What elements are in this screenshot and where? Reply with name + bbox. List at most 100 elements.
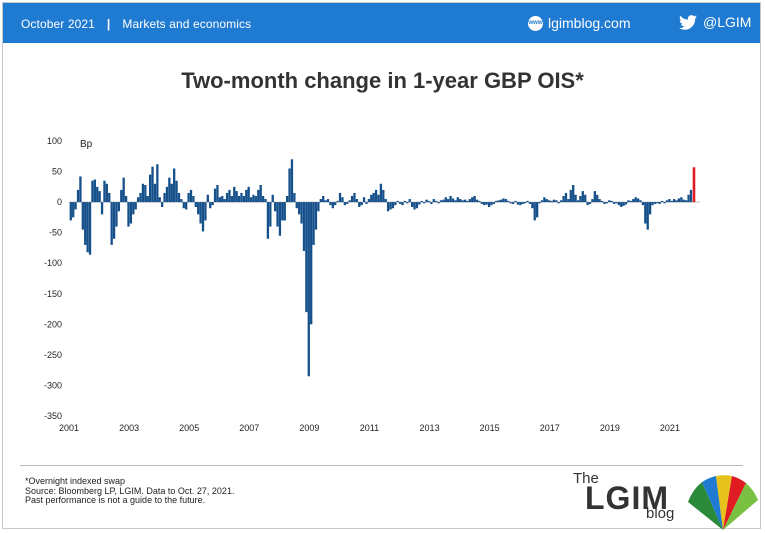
- bar: [442, 199, 445, 203]
- x-tick-label: 2015: [480, 423, 500, 433]
- bar: [261, 196, 265, 203]
- bar: [502, 198, 505, 203]
- bar: [466, 200, 469, 203]
- bar: [396, 200, 399, 203]
- y-tick-label: -300: [44, 380, 62, 390]
- bar: [194, 202, 197, 207]
- y-tick-label: 100: [47, 136, 62, 146]
- bar: [322, 196, 325, 203]
- bar: [456, 197, 459, 203]
- bar: [264, 199, 267, 203]
- bar: [528, 202, 532, 204]
- bar: [187, 192, 190, 203]
- globe-icon: www: [528, 15, 543, 31]
- bar: [641, 202, 645, 206]
- bar: [362, 197, 366, 203]
- bar: [242, 196, 246, 203]
- bar: [605, 202, 609, 204]
- bar: [252, 194, 255, 203]
- bar: [257, 189, 260, 203]
- bar: [480, 202, 484, 204]
- bar: [350, 196, 354, 203]
- bar: [394, 202, 397, 206]
- bar: [204, 202, 207, 221]
- bar: [221, 196, 224, 203]
- bar: [449, 196, 452, 203]
- bar: [177, 192, 181, 203]
- logo-the: The: [573, 470, 599, 487]
- bar: [72, 202, 75, 218]
- site-link[interactable]: www lgimblog.com: [528, 15, 630, 31]
- bar: [646, 202, 649, 230]
- lgim-blog-logo: The LGIM blog: [570, 470, 760, 530]
- bar: [127, 202, 130, 227]
- bar: [158, 197, 161, 203]
- bar: [165, 186, 169, 203]
- bar: [139, 192, 142, 203]
- bar: [213, 188, 217, 203]
- y-axis: 100 50 0 -50 -100 -150 -200 -250 -300 -350: [44, 136, 62, 421]
- bar: [658, 202, 661, 204]
- bar: [586, 202, 589, 206]
- logo-lgim: LGIM: [585, 480, 669, 516]
- bar: [533, 202, 536, 221]
- bar: [391, 202, 395, 209]
- bar: [435, 200, 438, 203]
- bar: [648, 202, 652, 215]
- bar: [259, 185, 262, 203]
- bar: [105, 183, 109, 203]
- bar: [603, 202, 606, 204]
- bar: [665, 200, 669, 203]
- bar: [377, 194, 380, 203]
- bar: [108, 192, 111, 203]
- footer-divider: [20, 465, 743, 466]
- bars: [69, 159, 696, 377]
- bar: [298, 202, 301, 215]
- bar: [567, 199, 570, 203]
- x-tick-label: 2021: [660, 423, 680, 433]
- bar: [206, 194, 209, 203]
- bar: [516, 202, 520, 205]
- site-label: lgimblog.com: [548, 15, 631, 31]
- bar: [110, 202, 113, 245]
- bar: [201, 202, 205, 232]
- bar: [129, 202, 133, 224]
- bar: [401, 202, 404, 206]
- twitter-link[interactable]: @LGIM: [679, 14, 751, 30]
- bar: [548, 200, 551, 203]
- y-tick-label: -100: [44, 258, 62, 268]
- bar: [223, 199, 226, 203]
- bar: [535, 202, 539, 218]
- header-date: October 2021: [21, 17, 95, 31]
- bar: [526, 200, 529, 203]
- bar: [192, 196, 195, 203]
- bar: [134, 202, 137, 210]
- bar: [600, 200, 604, 203]
- bar: [346, 202, 349, 204]
- bar: [495, 200, 498, 203]
- y-tick-label: -250: [44, 350, 62, 360]
- bar: [103, 180, 106, 203]
- bar: [197, 202, 200, 215]
- bar: [636, 198, 640, 203]
- bar: [141, 183, 145, 203]
- y-axis-label: Bp: [80, 139, 93, 150]
- bar: [240, 192, 243, 203]
- header-category[interactable]: Markets and economics: [122, 17, 252, 31]
- bar: [596, 194, 599, 203]
- logo-blog: blog: [646, 505, 675, 522]
- bar: [447, 199, 450, 203]
- bar: [334, 202, 337, 206]
- bar: [319, 199, 322, 203]
- bar: [84, 202, 87, 245]
- header-separator: |: [106, 17, 111, 31]
- bar: [483, 202, 486, 206]
- bar: [437, 202, 440, 204]
- bar: [305, 202, 308, 313]
- bar: [406, 202, 409, 204]
- bar: [326, 199, 330, 203]
- bar: [564, 192, 568, 203]
- bar: [312, 202, 315, 245]
- bar: [660, 200, 664, 203]
